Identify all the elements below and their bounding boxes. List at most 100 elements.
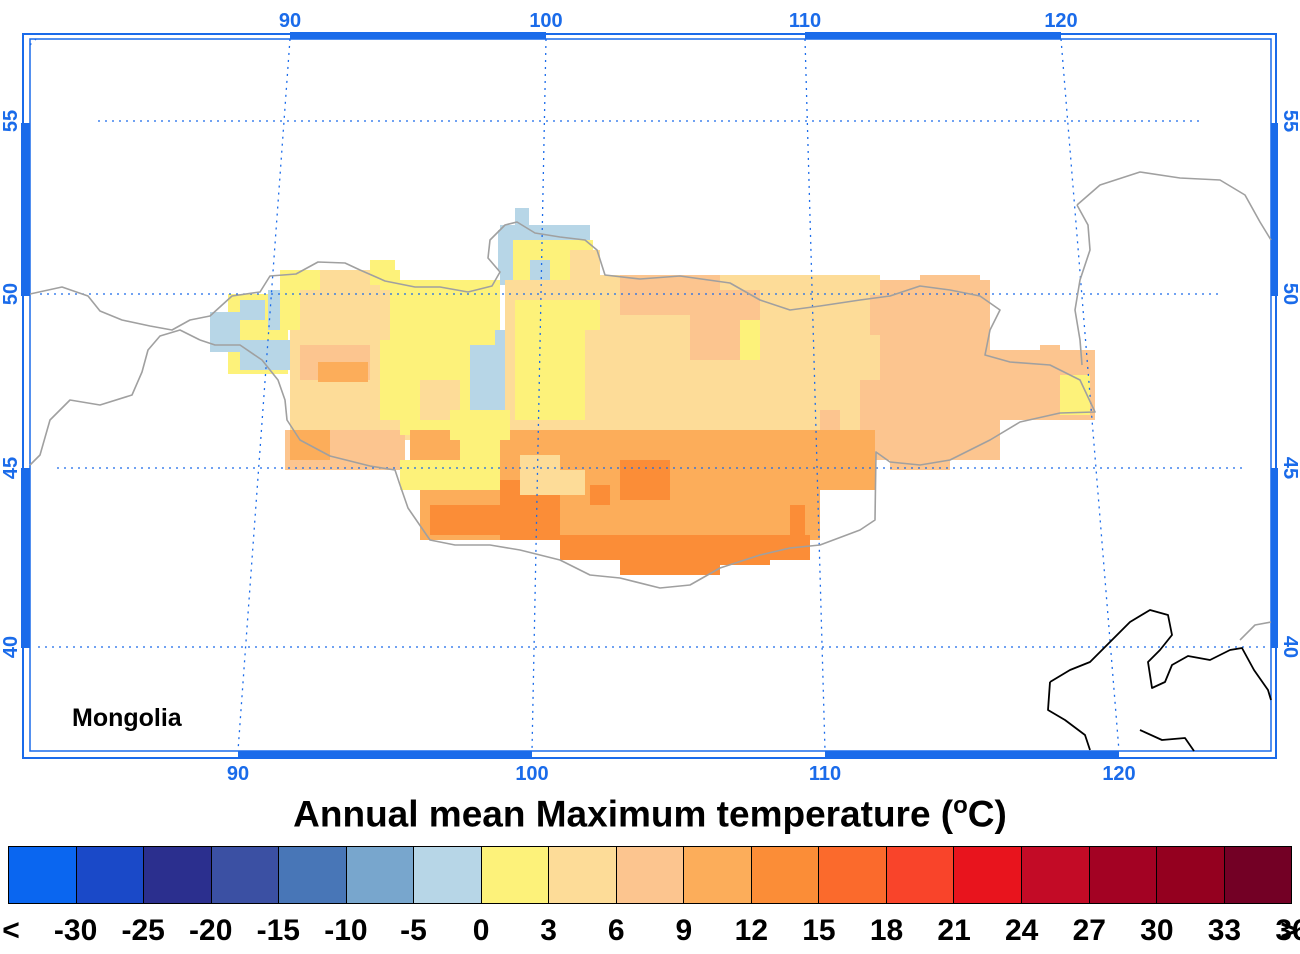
lat-ticks-left: 55 50 45 40 <box>0 110 22 658</box>
colorbar-tick-label: 24 <box>1004 914 1039 947</box>
lat-tick-left: 45 <box>0 457 22 479</box>
title-unit: C) <box>967 793 1007 835</box>
colorbar-tick-label: 33 <box>1207 914 1242 947</box>
colorbar-swatch <box>211 847 280 903</box>
colorbar-tick-label: -30 <box>53 914 98 947</box>
colorbar-tick-label: 21 <box>937 914 971 947</box>
colorbar-tick-label: > <box>1280 914 1298 947</box>
colorbar-tick-label: -15 <box>256 914 300 947</box>
colorbar-swatch <box>76 847 145 903</box>
colorbar-tick-label: -20 <box>189 914 233 947</box>
colorbar-tick-label: 30 <box>1140 914 1174 947</box>
temperature-cell <box>460 440 500 470</box>
colorbar-swatch <box>751 847 820 903</box>
temperature-cell <box>440 300 500 340</box>
colorbar-tick-label: -10 <box>324 914 368 947</box>
axis-bars <box>21 32 1278 758</box>
temperature-cell <box>560 470 585 495</box>
lon-ticks-bottom: 90 100 110 120 <box>227 763 1136 785</box>
temperature-cell <box>890 450 950 470</box>
temperature-cell <box>210 312 240 352</box>
lon-tick-bottom: 100 <box>515 763 548 785</box>
colorbar-swatch <box>616 847 685 903</box>
map-title: Annual mean Maximum temperature (oC) <box>0 792 1300 835</box>
sea-coastline <box>1047 609 1272 752</box>
temperature-cell <box>240 340 290 370</box>
colorbar-swatch <box>549 847 617 903</box>
colorbar-tick-label: 27 <box>1072 914 1106 947</box>
lat-tick-right: 55 <box>1279 110 1300 132</box>
colorbar-swatch <box>1157 847 1225 903</box>
colorbar-tick-label: 0 <box>472 914 490 947</box>
lat-tick-right: 50 <box>1279 283 1300 305</box>
colorbar-swatch <box>346 847 415 903</box>
title-degree: o <box>953 792 968 819</box>
temperature-cell <box>240 300 265 320</box>
colorbar-tick-label: 12 <box>734 914 769 947</box>
temperature-cell <box>870 295 920 335</box>
colorbar-swatch <box>144 847 212 903</box>
lat-tick-right: 40 <box>1279 636 1300 658</box>
temperature-cell <box>820 410 840 430</box>
lon-tick-bottom: 110 <box>809 763 841 785</box>
lat-tick-left: 40 <box>0 636 22 658</box>
temperature-cell <box>318 362 368 382</box>
colorbar-tick-label: 3 <box>540 914 557 947</box>
temperature-cell <box>1060 375 1090 415</box>
temperature-cell <box>760 300 870 380</box>
colorbar-swatch <box>819 847 887 903</box>
graticule <box>29 38 1268 752</box>
colorbar <box>8 846 1292 904</box>
lon-tick-bottom: 90 <box>227 763 249 785</box>
lon-tick-top: 100 <box>529 10 562 32</box>
temperature-cell <box>590 485 610 505</box>
temperature-cell <box>950 300 990 360</box>
temperature-cell <box>1040 345 1060 365</box>
temperature-cell <box>300 290 400 330</box>
country-borders <box>29 171 1272 641</box>
colorbar-tick-label: 6 <box>607 914 625 947</box>
colorbar-swatch <box>279 847 347 903</box>
colorbar-swatch <box>1224 847 1292 903</box>
lat-tick-left: 50 <box>0 283 22 305</box>
colorbar-swatch <box>9 847 77 903</box>
map-frame <box>22 33 1277 759</box>
lat-tick-right: 45 <box>1279 457 1300 479</box>
temperature-cell <box>530 260 550 280</box>
lon-tick-bottom: 120 <box>1102 763 1135 785</box>
colorbar-swatch <box>684 847 752 903</box>
temperature-cell <box>790 505 805 535</box>
colorbar-swatch <box>414 847 482 903</box>
title-text: Annual mean Maximum temperature ( <box>293 793 954 835</box>
colorbar-tick-label: 36 <box>1275 914 1300 947</box>
temperature-cell <box>690 540 770 565</box>
colorbar-tick-label: < <box>2 914 20 947</box>
colorbar-tick-label: 15 <box>802 914 836 947</box>
region-label: Mongolia <box>72 704 183 732</box>
colorbar-swatch <box>1089 847 1158 903</box>
temperature-cell <box>920 275 980 295</box>
colorbar-swatch <box>481 847 550 903</box>
temperature-cell <box>450 410 510 440</box>
map-inner-frame <box>29 38 1272 752</box>
temperature-cell <box>860 380 1000 460</box>
temperature-cell <box>620 460 670 500</box>
temperature-cell <box>520 455 560 495</box>
lon-tick-top: 120 <box>1044 10 1077 32</box>
lat-tick-left: 55 <box>0 110 22 132</box>
temperature-cell <box>350 440 380 460</box>
lon-tick-top: 90 <box>279 10 301 32</box>
lon-ticks-top: 90 100 110 120 <box>279 10 1078 32</box>
lat-ticks-right: 55 50 45 40 <box>1279 110 1300 658</box>
temperature-cell <box>560 300 600 330</box>
colorbar-swatch <box>1021 847 1090 903</box>
colorbar-tick-label: 9 <box>675 914 693 947</box>
colorbar-tick-label: -5 <box>400 914 427 947</box>
colorbar-swatch <box>886 847 955 903</box>
temperature-grid <box>210 208 1095 575</box>
lon-tick-top: 110 <box>789 10 821 32</box>
colorbar-tick-label: 18 <box>869 914 904 947</box>
colorbar-tick-label: -25 <box>121 914 165 947</box>
map-panel: 90 100 110 120 90 100 110 120 55 50 45 4… <box>0 10 1300 785</box>
colorbar-swatch <box>954 847 1022 903</box>
